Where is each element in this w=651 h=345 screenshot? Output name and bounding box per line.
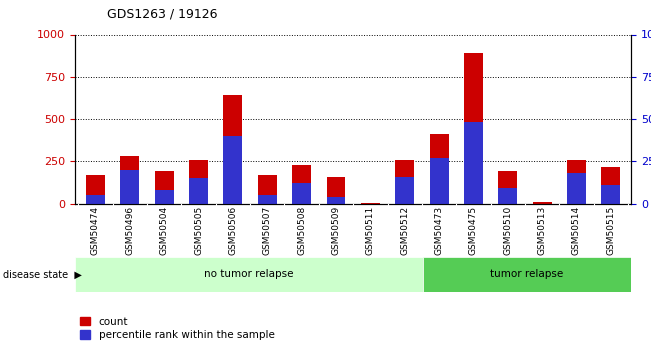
Bar	[86, 175, 105, 204]
Text: GSM50512: GSM50512	[400, 206, 409, 255]
Bar	[86, 195, 105, 204]
Bar	[498, 188, 518, 204]
Bar	[223, 95, 242, 204]
Text: GSM50507: GSM50507	[263, 206, 271, 255]
Bar	[464, 122, 483, 204]
Text: GSM50508: GSM50508	[297, 206, 306, 255]
Bar	[395, 177, 414, 204]
Bar	[422, 257, 631, 292]
Bar	[430, 134, 449, 204]
Text: GSM50504: GSM50504	[159, 206, 169, 255]
Text: GSM50475: GSM50475	[469, 206, 478, 255]
Bar	[155, 170, 174, 204]
Bar	[189, 160, 208, 204]
Bar	[430, 158, 449, 204]
Bar	[120, 156, 139, 204]
Text: GSM50509: GSM50509	[331, 206, 340, 255]
Bar	[292, 183, 311, 204]
Bar	[533, 202, 551, 204]
Bar	[258, 195, 277, 204]
Text: GSM50505: GSM50505	[194, 206, 203, 255]
Text: GSM50513: GSM50513	[538, 206, 547, 255]
Text: GSM50514: GSM50514	[572, 206, 581, 255]
Text: GSM50511: GSM50511	[366, 206, 375, 255]
Bar	[327, 197, 346, 204]
Text: GSM50473: GSM50473	[435, 206, 443, 255]
Text: disease state  ▶: disease state ▶	[3, 269, 82, 279]
Text: GSM50496: GSM50496	[126, 206, 134, 255]
Bar	[361, 203, 380, 204]
Text: tumor relapse: tumor relapse	[490, 269, 564, 279]
Text: GSM50474: GSM50474	[91, 206, 100, 255]
Text: GSM50515: GSM50515	[606, 206, 615, 255]
Bar	[258, 175, 277, 204]
Bar	[498, 170, 518, 204]
Bar	[602, 185, 620, 204]
Bar	[464, 53, 483, 204]
Text: GSM50506: GSM50506	[229, 206, 238, 255]
Bar	[395, 160, 414, 204]
Text: GSM50510: GSM50510	[503, 206, 512, 255]
Bar	[223, 136, 242, 204]
Text: GDS1263 / 19126: GDS1263 / 19126	[107, 8, 218, 21]
Bar	[567, 160, 586, 204]
Bar	[120, 170, 139, 204]
Bar	[75, 257, 422, 292]
Bar	[189, 178, 208, 204]
Bar	[292, 165, 311, 204]
Bar	[327, 177, 346, 204]
Text: no tumor relapse: no tumor relapse	[204, 269, 294, 279]
Bar	[602, 167, 620, 204]
Bar	[155, 190, 174, 204]
Bar	[567, 173, 586, 204]
Legend: count, percentile rank within the sample: count, percentile rank within the sample	[80, 317, 275, 340]
